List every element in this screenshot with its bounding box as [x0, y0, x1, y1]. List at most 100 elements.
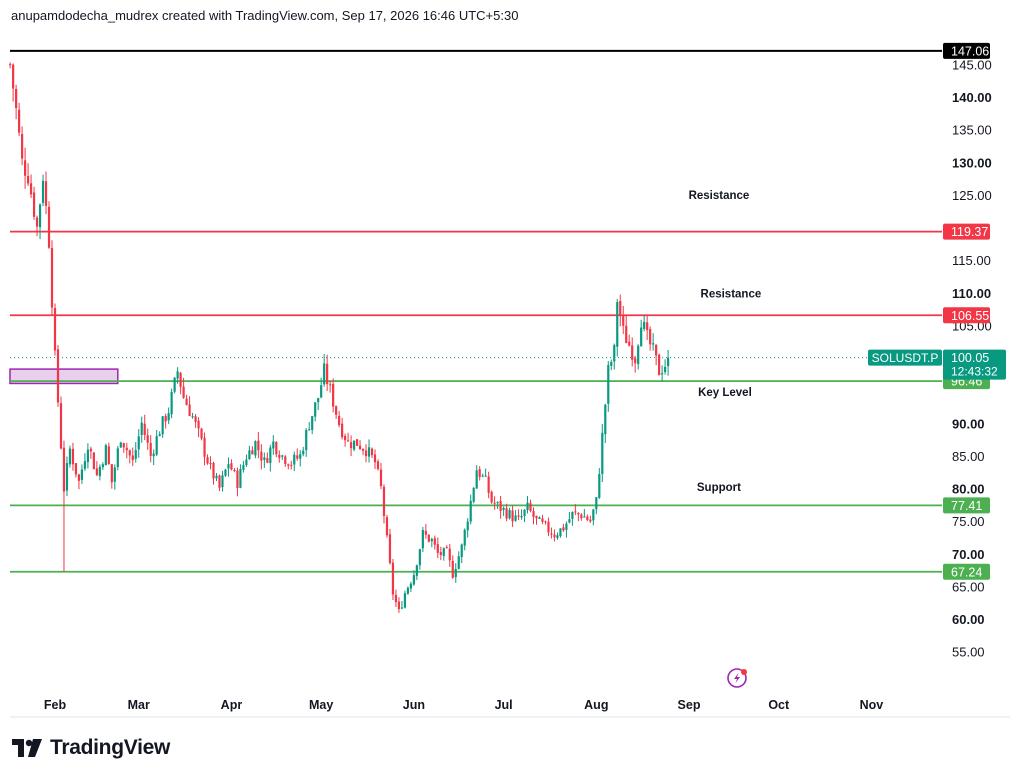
candle: [98, 464, 101, 481]
candle: [329, 380, 332, 393]
candle: [589, 515, 592, 523]
candle: [607, 361, 610, 412]
candle: [185, 394, 188, 406]
candle: [308, 422, 311, 431]
candle: [649, 326, 652, 351]
candle: [568, 512, 571, 524]
candle: [131, 447, 134, 467]
candle: [68, 445, 72, 468]
key-zone-box[interactable]: [9, 368, 119, 385]
candle: [556, 532, 559, 540]
candle: [272, 435, 275, 455]
candle: [284, 455, 287, 467]
chart-annotation: Resistance: [689, 190, 750, 202]
candle: [370, 447, 374, 459]
tradingview-brand: TradingView: [50, 736, 171, 759]
candle: [346, 432, 350, 442]
level-price-tag: 106.55: [943, 307, 990, 324]
time-axis[interactable]: Feb Mar Apr May Jun Jul Aug Sep Oct Nov: [44, 698, 883, 712]
candle: [592, 508, 595, 526]
candle: [26, 163, 30, 186]
candle: [367, 439, 371, 463]
level-price-tag: 77.41: [943, 497, 990, 514]
candle: [388, 528, 392, 565]
candle: [508, 507, 511, 520]
candle: [317, 397, 320, 410]
candle: [41, 174, 45, 207]
candle: [35, 215, 39, 237]
candle: [469, 494, 472, 525]
candle: [200, 427, 203, 441]
candle: [209, 456, 212, 470]
candle: [176, 367, 179, 384]
candle: [550, 527, 553, 539]
horizontal-levels: [10, 49, 942, 573]
candle: [439, 546, 442, 561]
candle: [451, 555, 454, 579]
candle: [254, 440, 257, 459]
candle: [197, 417, 200, 438]
candle: [523, 509, 526, 523]
candle: [266, 452, 269, 464]
candle: [164, 413, 167, 429]
candle: [107, 442, 110, 465]
candle: [47, 201, 51, 249]
price-tick-label: 60.00: [952, 612, 985, 627]
candle: [119, 441, 122, 448]
candle: [101, 462, 104, 470]
candle: [170, 388, 173, 419]
candle: [257, 432, 260, 459]
candle: [583, 508, 586, 518]
candle: [224, 468, 227, 477]
candle: [424, 523, 427, 539]
candle: [475, 465, 478, 489]
level-price-tag: 67.24: [943, 563, 990, 580]
candle: [122, 442, 125, 453]
candle: [50, 240, 54, 315]
time-tick-label: Aug: [584, 698, 608, 712]
candle: [152, 449, 155, 466]
candle: [547, 517, 550, 537]
candle: [631, 337, 634, 367]
candle: [379, 462, 383, 490]
candle: [179, 372, 182, 395]
candle: [661, 365, 664, 382]
level-price-label: 77.41: [951, 499, 982, 513]
candle: [269, 444, 272, 472]
candle: [86, 443, 89, 469]
candle: [38, 203, 42, 240]
candle: [352, 440, 356, 452]
candle: [463, 528, 466, 551]
time-tick-label: Apr: [221, 698, 243, 712]
candle: [18, 102, 21, 136]
candle: [212, 461, 215, 485]
candle: [194, 414, 197, 428]
candle: [260, 444, 263, 470]
level-price-tag: 119.37: [943, 223, 990, 240]
candle: [281, 454, 284, 460]
candle: [233, 467, 236, 473]
candle: [544, 520, 547, 525]
tradingview-logo[interactable]: TradingView: [12, 736, 170, 760]
candle: [376, 459, 380, 471]
candle: [80, 464, 84, 484]
candle: [53, 303, 57, 356]
candle: [457, 551, 460, 570]
candles: [9, 62, 670, 613]
candle: [116, 446, 119, 471]
candle: [493, 496, 496, 510]
candle: [140, 416, 143, 443]
candle: [442, 547, 445, 561]
candle: [9, 62, 12, 69]
price-tick-label: 75.00: [952, 514, 985, 529]
candle: [562, 523, 565, 532]
lightning-icon[interactable]: [727, 668, 747, 688]
candle: [296, 448, 299, 461]
candle: [158, 431, 161, 437]
candle: [364, 444, 368, 463]
candle: [314, 402, 317, 422]
level-price-label: 106.55: [951, 309, 989, 323]
candle: [613, 343, 616, 370]
candle: [349, 435, 353, 457]
